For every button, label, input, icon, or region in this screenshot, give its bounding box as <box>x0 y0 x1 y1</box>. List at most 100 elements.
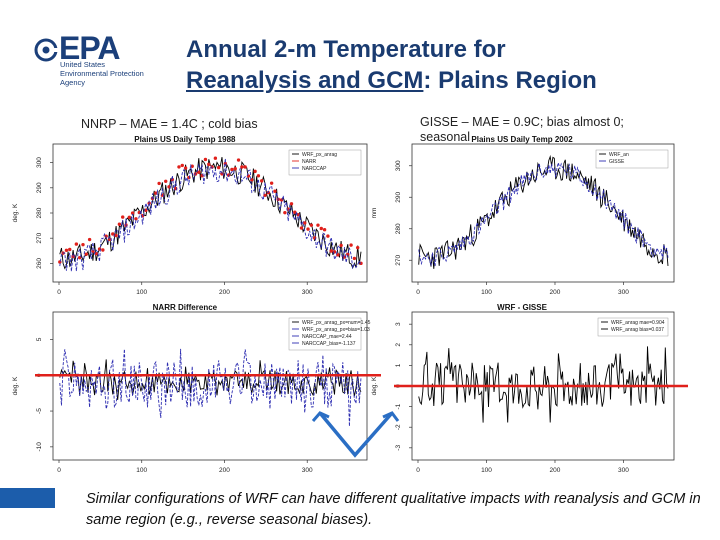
y-axis-label: mm <box>371 208 378 219</box>
series-point <box>293 210 297 214</box>
x-tick-label: 300 <box>618 289 629 296</box>
series-point <box>104 234 108 238</box>
series-point <box>207 162 211 167</box>
y-tick-label: 5 <box>36 337 43 341</box>
epa-logo: EPA United States Environmental Protecti… <box>34 30 174 96</box>
left-panel-label: NNRP – MAE = 1.4C ; cold bias <box>81 117 258 131</box>
x-tick-label: 0 <box>416 467 420 474</box>
x-tick-label: 200 <box>550 289 561 296</box>
series-point <box>322 228 327 232</box>
y-tick-label: 270 <box>36 232 43 243</box>
series-line <box>418 162 669 267</box>
series-point <box>154 191 158 195</box>
series-point <box>240 165 244 169</box>
x-tick-label: 0 <box>416 289 420 296</box>
series-point <box>64 248 69 252</box>
series-point <box>130 211 135 215</box>
y-axis-label: deg. K <box>12 203 19 222</box>
series-point <box>190 164 194 168</box>
series-point <box>236 158 241 162</box>
x-tick-label: 300 <box>302 289 313 296</box>
accent-bar <box>0 488 55 508</box>
x-tick-label: 200 <box>219 289 230 296</box>
y-tick-label: -10 <box>36 442 43 452</box>
x-tick-label: 0 <box>57 467 61 474</box>
y-tick-label: -1 <box>395 403 402 409</box>
series-point <box>111 232 115 236</box>
series-point <box>127 215 132 220</box>
chart-4: WRF - GISSE-3-2-10123deg. K0100200300WRF… <box>371 303 688 474</box>
y-tick-label: 280 <box>36 207 43 218</box>
legend-label: WRF_px_anrag <box>302 152 337 158</box>
series-point <box>68 247 72 252</box>
logo-wordmark: EPA <box>59 30 120 66</box>
series-point <box>177 165 181 169</box>
series-point <box>346 252 350 256</box>
series-point <box>316 223 320 227</box>
legend-label: NARCCAP_mae=2.44 <box>302 334 352 340</box>
series-point <box>203 157 208 162</box>
series-point <box>355 245 360 250</box>
series-point <box>164 179 168 183</box>
series-point <box>117 222 122 226</box>
legend-label: NARCCAP_bias=-1.137 <box>302 341 356 347</box>
series-point <box>329 249 333 253</box>
slide-caption: Similar configurations of WRF can have d… <box>86 491 701 528</box>
series-point <box>352 256 357 261</box>
y-tick-label: 2 <box>395 343 402 347</box>
y-tick-label: 290 <box>36 182 43 193</box>
series-point <box>319 226 323 231</box>
logo-subtitle: United States Environmental Protection A… <box>60 60 144 87</box>
y-tick-label: 290 <box>395 191 402 202</box>
chart-title: WRF - GISSE <box>497 303 547 312</box>
y-tick-label: 300 <box>395 160 402 171</box>
series-point <box>243 165 247 169</box>
series-point <box>134 217 138 221</box>
v-arrow <box>318 411 394 458</box>
legend-box <box>288 149 362 176</box>
series-point <box>87 237 92 242</box>
legend-label: WRF_an <box>609 152 629 158</box>
x-tick-label: 300 <box>618 467 629 474</box>
series-point <box>84 252 89 256</box>
legend-box <box>597 317 669 337</box>
series-point <box>336 253 340 257</box>
series-point <box>220 172 224 176</box>
v-arrow-head-left <box>311 411 330 422</box>
y-tick-label: 280 <box>395 223 402 234</box>
x-tick-label: 200 <box>219 467 230 474</box>
epa-flower-icon <box>34 38 60 62</box>
series-point <box>306 227 310 231</box>
chart-2: Plains US Daily Temp 2002 270 280 290 300 mm 0… <box>371 135 675 296</box>
series-point <box>197 170 201 174</box>
series-point <box>260 179 264 183</box>
slide-title: Annual 2-m Temperature for Reanalysis an… <box>186 36 597 94</box>
x-tick-label: 100 <box>136 289 147 296</box>
x-tick-label: 200 <box>550 467 561 474</box>
series-point <box>213 156 218 160</box>
series-point <box>253 169 257 174</box>
y-tick-label: -5 <box>36 408 43 414</box>
series-point <box>216 165 221 170</box>
series-point <box>81 242 85 247</box>
series-point <box>121 215 125 219</box>
y-axis-label: deg. K <box>12 376 19 395</box>
y-tick-label: 1 <box>395 363 402 367</box>
legend-label: NARR <box>302 159 317 165</box>
series-point <box>256 174 261 178</box>
x-tick-label: 100 <box>136 467 147 474</box>
series-point <box>144 208 148 212</box>
y-tick-label: 260 <box>36 258 43 269</box>
series-point <box>283 210 287 215</box>
x-tick-label: 100 <box>481 289 492 296</box>
y-tick-label: -2 <box>395 424 402 430</box>
series-point <box>326 234 330 238</box>
series-point <box>101 248 105 252</box>
series-point <box>230 167 234 172</box>
series-point <box>157 181 161 186</box>
y-tick-label: -3 <box>395 445 402 451</box>
series-point <box>273 189 277 193</box>
legend-label: WRF_anrag mae=0.904 <box>611 320 665 326</box>
series-point <box>309 223 314 227</box>
